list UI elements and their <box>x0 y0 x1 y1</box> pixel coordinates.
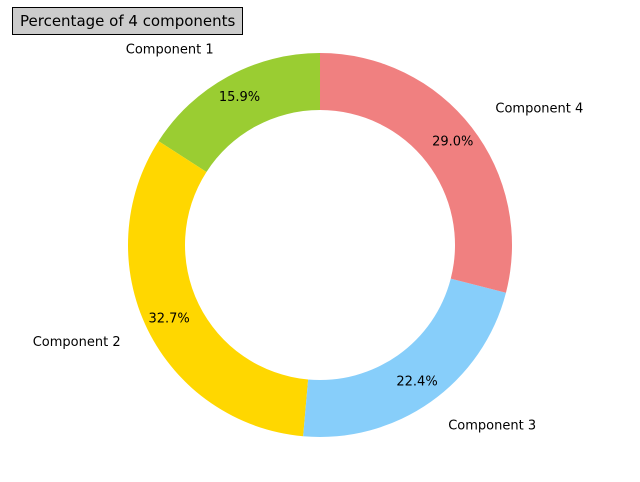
pct-label-component-4: 29.0% <box>432 135 473 150</box>
pct-label-component-2: 32.7% <box>148 311 189 326</box>
slice-label-component-3: Component 3 <box>448 419 536 434</box>
chart-title: Percentage of 4 components <box>12 7 244 35</box>
pct-label-component-3: 22.4% <box>396 375 437 390</box>
slice-label-component-2: Component 2 <box>33 335 121 350</box>
slice-component-2 <box>128 141 309 437</box>
slice-component-1 <box>158 53 320 172</box>
pct-label-component-1: 15.9% <box>219 90 260 105</box>
slice-component-4 <box>320 53 512 293</box>
slice-component-3 <box>303 278 506 437</box>
slice-label-component-4: Component 4 <box>495 101 583 116</box>
slice-label-component-1: Component 1 <box>126 43 214 58</box>
